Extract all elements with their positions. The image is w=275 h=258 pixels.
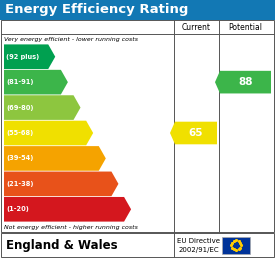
Polygon shape [4,146,106,171]
Text: (1-20): (1-20) [6,206,29,212]
Text: Very energy efficient - lower running costs: Very energy efficient - lower running co… [4,36,138,42]
Polygon shape [4,172,119,196]
Text: England & Wales: England & Wales [6,238,118,252]
Text: Current: Current [182,22,210,31]
Polygon shape [170,122,217,144]
Text: (69-80): (69-80) [6,104,34,111]
Text: A: A [56,52,63,61]
Polygon shape [4,95,81,120]
Text: C: C [81,103,88,112]
Text: (92 plus): (92 plus) [6,54,39,60]
Text: F: F [119,179,126,188]
Polygon shape [215,71,271,93]
Text: 88: 88 [238,77,253,87]
Text: Energy Efficiency Rating: Energy Efficiency Rating [5,4,188,17]
Text: Potential: Potential [229,22,263,31]
Text: D: D [94,128,102,138]
Polygon shape [4,44,55,69]
Text: E: E [107,154,113,163]
Text: (21-38): (21-38) [6,181,34,187]
Polygon shape [4,121,93,145]
Polygon shape [4,197,131,222]
Text: EU Directive: EU Directive [177,238,220,244]
Text: B: B [69,78,76,87]
Text: (55-68): (55-68) [6,130,33,136]
Bar [1,233,274,257]
Text: 2002/91/EC: 2002/91/EC [178,247,219,253]
Text: (39-54): (39-54) [6,155,33,162]
Bar [1,20,274,232]
Text: Not energy efficient - higher running costs: Not energy efficient - higher running co… [4,224,138,230]
Bar [0,0,275,20]
Text: (81-91): (81-91) [6,79,34,85]
Polygon shape [4,70,68,94]
Bar [222,237,250,254]
Text: G: G [132,205,139,214]
Text: 65: 65 [189,128,203,138]
